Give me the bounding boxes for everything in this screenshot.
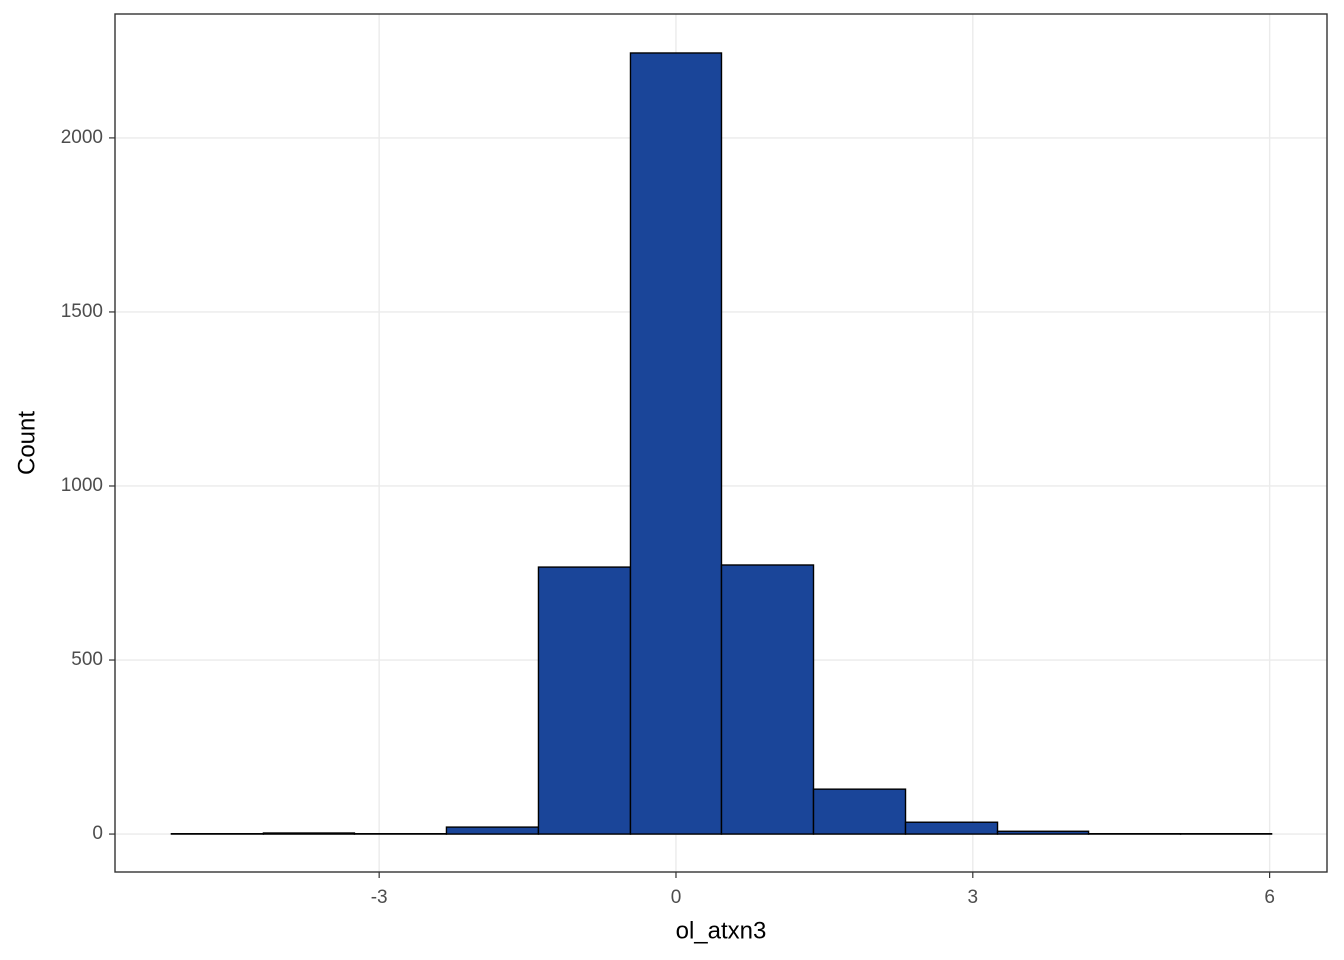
- x-tick-label: 3: [968, 887, 979, 908]
- bar: [262, 832, 356, 835]
- y-tick-label: 2000: [61, 127, 103, 148]
- bar: [629, 52, 723, 835]
- bar: [996, 830, 1090, 835]
- bar: [720, 564, 815, 835]
- y-tick-label: 1500: [61, 301, 103, 322]
- x-tick-label: 6: [1264, 887, 1275, 908]
- panel-border: [114, 13, 1328, 873]
- x-tick-label: -3: [371, 887, 388, 908]
- bar: [904, 821, 999, 835]
- x-axis-title: ol_atxn3: [676, 917, 767, 944]
- bar: [812, 788, 907, 835]
- y-tick-label: 1000: [61, 475, 103, 496]
- bar: [445, 826, 540, 835]
- y-tick-label: 0: [92, 823, 103, 844]
- y-axis-title: Count: [13, 411, 40, 475]
- bar: [537, 566, 632, 835]
- y-tick-label: 500: [71, 649, 103, 670]
- x-tick-label: 0: [671, 887, 682, 908]
